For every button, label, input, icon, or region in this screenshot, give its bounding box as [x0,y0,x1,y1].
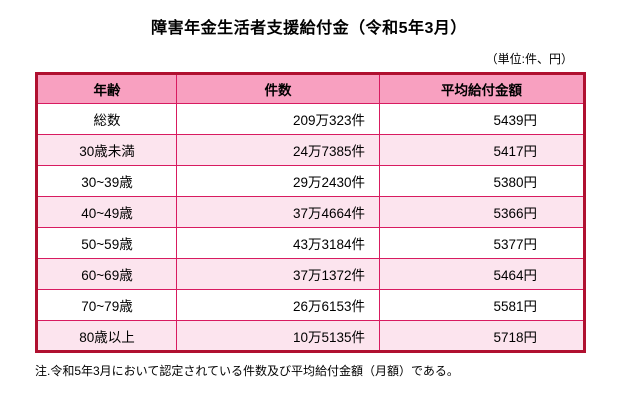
count-cell: 29万2430件 [176,165,380,197]
age-cell: 70~79歳 [36,289,177,321]
table-row: 60~69歳 37万1372件 5464円 [36,258,585,290]
age-cell: 30歳未満 [36,134,177,166]
unit-note: （単位:件、円） [485,52,573,66]
benefit-table: 年齢 件数 平均給付金額 総数 209万323件 5439円 30歳未満 24万7385… [35,72,586,353]
table-row: 総数 209万323件 5439円 [36,103,585,135]
count-cell: 24万7385件 [176,134,380,166]
page-title: 障害年金生活者支援給付金（令和5年3月） [151,20,467,37]
count-cell: 43万3184件 [176,227,380,259]
amount-cell: 5366円 [379,196,585,228]
table-row: 40~49歳 37万4664件 5366円 [36,196,585,228]
amount-cell: 5377円 [379,227,585,259]
amount-cell: 5464円 [379,258,585,290]
table-body: 総数 209万323件 5439円 30歳未満 24万7385件 5417円 30~39歳 2… [36,103,585,352]
table-row: 30歳未満 24万7385件 5417円 [36,134,585,166]
age-cell: 30~39歳 [36,165,177,197]
age-cell: 40~49歳 [36,196,177,228]
table-row: 70~79歳 26万6153件 5581円 [36,289,585,321]
footnote: 注.令和5年3月において認定されている件数及び平均給付金額（月額）である。 [35,364,459,378]
benefit-report: 障害年金生活者支援給付金（令和5年3月） （単位:件、円） 年齢 件数 平均給付… [35,8,586,379]
table-row: 30~39歳 29万2430件 5380円 [36,165,585,197]
amount-cell: 5581円 [379,289,585,321]
amount-cell: 5718円 [379,320,585,352]
column-header-age: 年齢 [36,73,177,104]
table-header-row: 年齢 件数 平均給付金額 [36,73,585,104]
age-cell: 総数 [36,103,177,135]
table-row: 50~59歳 43万3184件 5377円 [36,227,585,259]
amount-cell: 5439円 [379,103,585,135]
count-cell: 26万6153件 [176,289,380,321]
age-cell: 80歳以上 [36,320,177,352]
amount-cell: 5380円 [379,165,585,197]
count-cell: 209万323件 [176,103,380,135]
column-header-average-amount: 平均給付金額 [379,73,585,104]
count-cell: 10万5135件 [176,320,380,352]
table-row: 80歳以上 10万5135件 5718円 [36,320,585,352]
count-cell: 37万1372件 [176,258,380,290]
amount-cell: 5417円 [379,134,585,166]
column-header-count: 件数 [176,73,380,104]
age-cell: 60~69歳 [36,258,177,290]
age-cell: 50~59歳 [36,227,177,259]
count-cell: 37万4664件 [176,196,380,228]
